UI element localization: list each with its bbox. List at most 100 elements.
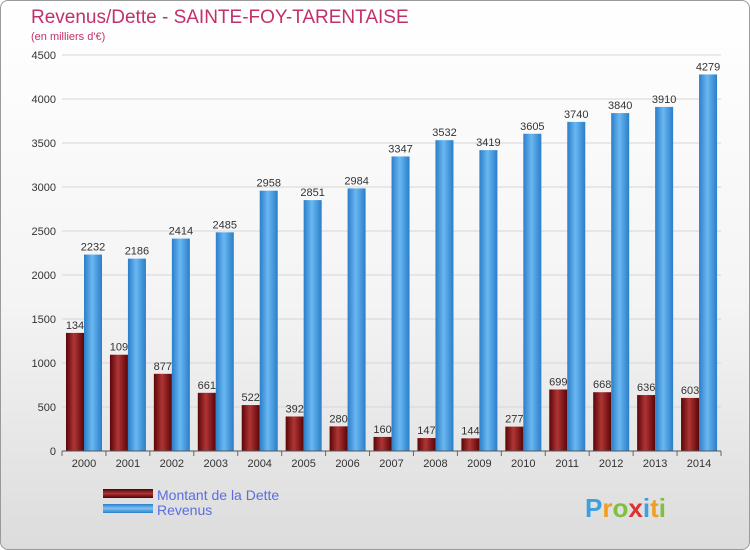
x-tick-label: 2002 — [160, 458, 184, 470]
bar-label-dette: 277 — [505, 414, 523, 426]
logo-text: Proxiti — [585, 493, 666, 523]
bar-revenus — [699, 74, 718, 451]
bar-label-dette: 147 — [417, 425, 435, 437]
bar-label-dette: 134 — [66, 320, 84, 332]
chart-subtitle: (en milliers d'€) — [31, 31, 105, 43]
bar-label-revenus: 2984 — [344, 175, 368, 187]
bar-dette — [417, 438, 436, 451]
y-tick-label: 0 — [50, 446, 56, 458]
legend: Montant de la Dette Revenus — [103, 487, 279, 518]
y-axis-ticks: 0 500 1000 1500 2000 2500 3000 3500 4000 4500 — [32, 50, 56, 458]
bar-dette — [153, 373, 172, 451]
y-tick-label: 500 — [38, 402, 56, 414]
y-tick-label: 4500 — [32, 50, 56, 62]
bar-revenus — [215, 232, 234, 451]
bar-label-revenus: 2186 — [125, 246, 149, 258]
bar-dette — [329, 426, 348, 451]
bar-label-dette: 109 — [110, 342, 128, 354]
x-tick-label: 2011 — [555, 458, 579, 470]
bar-revenus — [391, 156, 410, 452]
legend-swatch-revenus — [103, 504, 153, 513]
y-tick-label: 3500 — [32, 138, 56, 150]
y-tick-label: 1000 — [32, 358, 56, 370]
bar-label-dette: 144 — [461, 425, 479, 437]
grid-lines — [62, 54, 721, 408]
bar-label-revenus: 3910 — [652, 94, 676, 106]
bars: 134 2232 109 2186 877 2414 661 2485 522 2958 392 28… — [66, 61, 720, 452]
x-tick-label: 2013 — [643, 458, 667, 470]
bar-revenus — [435, 140, 454, 451]
y-tick-label: 4000 — [32, 94, 56, 106]
proxiti-logo: Proxiti — [585, 493, 666, 523]
x-tick-label: 2008 — [423, 458, 447, 470]
x-tick-label: 2012 — [599, 458, 623, 470]
x-tick-label: 2000 — [72, 458, 96, 470]
bar-revenus — [479, 150, 498, 452]
bar-dette — [373, 436, 392, 451]
bar-label-dette: 699 — [549, 376, 567, 388]
bar-revenus — [567, 121, 586, 451]
bar-revenus — [84, 254, 102, 451]
bar-label-dette: 636 — [637, 382, 655, 394]
bar-dette — [285, 416, 304, 451]
bar-revenus — [655, 106, 674, 452]
x-tick-label: 2003 — [204, 458, 228, 470]
bar-label-revenus: 3419 — [476, 137, 500, 149]
y-tick-label: 2500 — [32, 226, 56, 238]
x-tick-label: 2006 — [335, 458, 359, 470]
bar-revenus — [611, 113, 630, 451]
bar-dette — [549, 389, 568, 451]
y-tick-label: 3000 — [32, 182, 56, 194]
x-tick-label: 2009 — [467, 458, 491, 470]
bar-revenus — [171, 238, 190, 451]
bar-label-dette: 603 — [681, 385, 699, 397]
x-tick-label: 2004 — [247, 458, 271, 470]
bar-dette — [66, 332, 84, 451]
y-tick-label: 1500 — [32, 314, 56, 326]
bar-dette — [505, 426, 524, 451]
x-tick-label: 2001 — [116, 458, 140, 470]
bar-revenus — [303, 200, 322, 451]
bar-label-revenus: 3740 — [564, 109, 588, 121]
bar-dette — [109, 354, 128, 451]
bar-label-revenus: 3532 — [432, 127, 456, 139]
bar-label-revenus: 3840 — [608, 100, 632, 112]
bar-dette — [593, 392, 612, 451]
bar-label-dette: 280 — [329, 413, 347, 425]
bar-label-dette: 160 — [373, 424, 391, 436]
bar-label-revenus: 2232 — [81, 242, 105, 254]
bar-label-dette: 668 — [593, 379, 611, 391]
y-tick-label: 2000 — [32, 270, 56, 282]
bar-revenus — [523, 133, 542, 451]
bar-label-revenus: 4279 — [696, 61, 720, 73]
bar-label-revenus: 3605 — [520, 121, 544, 133]
bar-revenus — [347, 188, 366, 451]
bar-revenus — [127, 258, 146, 451]
bar-revenus — [259, 190, 278, 452]
x-tick-label: 2014 — [687, 458, 711, 470]
bar-dette — [197, 392, 216, 451]
bar-label-revenus: 3347 — [388, 143, 412, 155]
x-tick-label: 2005 — [291, 458, 315, 470]
bar-label-dette: 522 — [242, 392, 260, 404]
bar-label-revenus: 2414 — [169, 226, 193, 238]
bar-label-revenus: 2851 — [300, 187, 324, 199]
bar-dette — [681, 397, 700, 451]
bar-label-revenus: 2958 — [256, 178, 280, 190]
bar-label-dette: 877 — [154, 361, 172, 373]
bar-label-dette: 392 — [285, 404, 303, 416]
bar-dette — [241, 405, 260, 451]
bar-label-dette: 661 — [198, 380, 216, 392]
x-tick-label: 2007 — [379, 458, 403, 470]
legend-label-revenus: Revenus — [157, 502, 212, 518]
legend-label-debt: Montant de la Dette — [157, 487, 279, 503]
chart-title: Revenus/Dette - SAINTE-FOY-TARENTAISE — [31, 7, 409, 28]
bar-label-revenus: 2485 — [213, 219, 237, 231]
bar-dette — [461, 438, 480, 451]
x-axis-ticks: 2000 2001 2002 2003 2004 2005 2006 2007 2008 2009… — [61, 451, 722, 470]
x-tick-label: 2010 — [511, 458, 535, 470]
legend-swatch-debt — [103, 489, 153, 498]
bar-dette — [637, 395, 656, 451]
